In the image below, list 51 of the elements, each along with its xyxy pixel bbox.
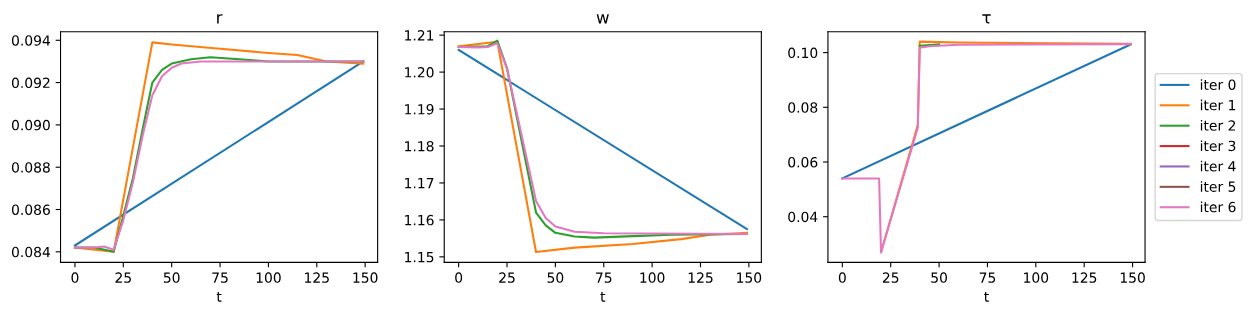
x-tick-label: 0 [838,272,846,283]
y-tick-label: 0.094 [11,35,51,46]
x-tick-label: 150 [737,272,762,283]
y-tick-label: 0.086 [11,204,50,215]
legend-label: iter 1 [1200,99,1236,111]
x-tick-label: 100 [1024,272,1049,283]
x-tick-label: 75 [596,272,612,283]
legend-label: iter 4 [1200,160,1236,172]
y-tick-label: 1.16 [405,214,434,226]
y-tick-label: 0.06 [788,156,818,168]
y-tick-label: 1.20 [405,67,434,78]
chart-title: r [217,14,223,24]
x-axis-title: t [216,291,222,302]
x-tick-label: 50 [547,272,564,283]
x-axis-title: t [600,291,606,302]
chart-title: w [596,14,609,24]
x-tick-label: 0 [71,272,79,283]
x-tick-label: 50 [931,272,947,283]
x-tick-label: 150 [353,272,378,283]
y-tick-label: 1.15 [405,252,434,263]
legend-label: iter 2 [1200,120,1236,131]
y-tick-label: 0.08 [788,102,818,113]
y-tick-label: 0.10 [788,47,818,59]
x-tick-label: 25 [499,272,515,283]
x-tick-label: 0 [455,272,463,283]
x-tick-label: 100 [640,272,665,283]
x-tick-label: 125 [688,272,713,283]
y-tick-label: 0.04 [788,211,818,223]
x-tick-label: 100 [256,272,281,283]
y-tick-label: 0.088 [11,162,50,173]
y-tick-label: 0.084 [11,246,51,258]
y-tick-label: 1.19 [405,104,434,115]
x-tick-label: 50 [163,272,180,283]
x-tick-label: 125 [1072,272,1097,283]
x-tick-label: 75 [212,272,228,283]
x-tick-label: 75 [979,272,996,283]
legend-label: iter 3 [1200,140,1236,152]
x-tick-label: 125 [305,272,329,283]
x-tick-label: 150 [1120,272,1145,283]
x-tick-label: 25 [882,272,899,283]
legend-label: iter 6 [1200,201,1236,213]
chart-title: τ [982,14,991,24]
y-tick-label: 1.18 [405,140,434,152]
x-axis-title: t [984,291,989,302]
y-tick-label: 1.21 [405,30,434,41]
legend-label: iter 0 [1200,79,1236,90]
y-tick-label: 1.17 [405,178,434,189]
y-tick-label: 0.092 [11,77,50,89]
y-tick-label: 0.090 [11,119,50,131]
legend-label: iter 5 [1200,181,1236,192]
x-tick-label: 25 [115,272,131,283]
